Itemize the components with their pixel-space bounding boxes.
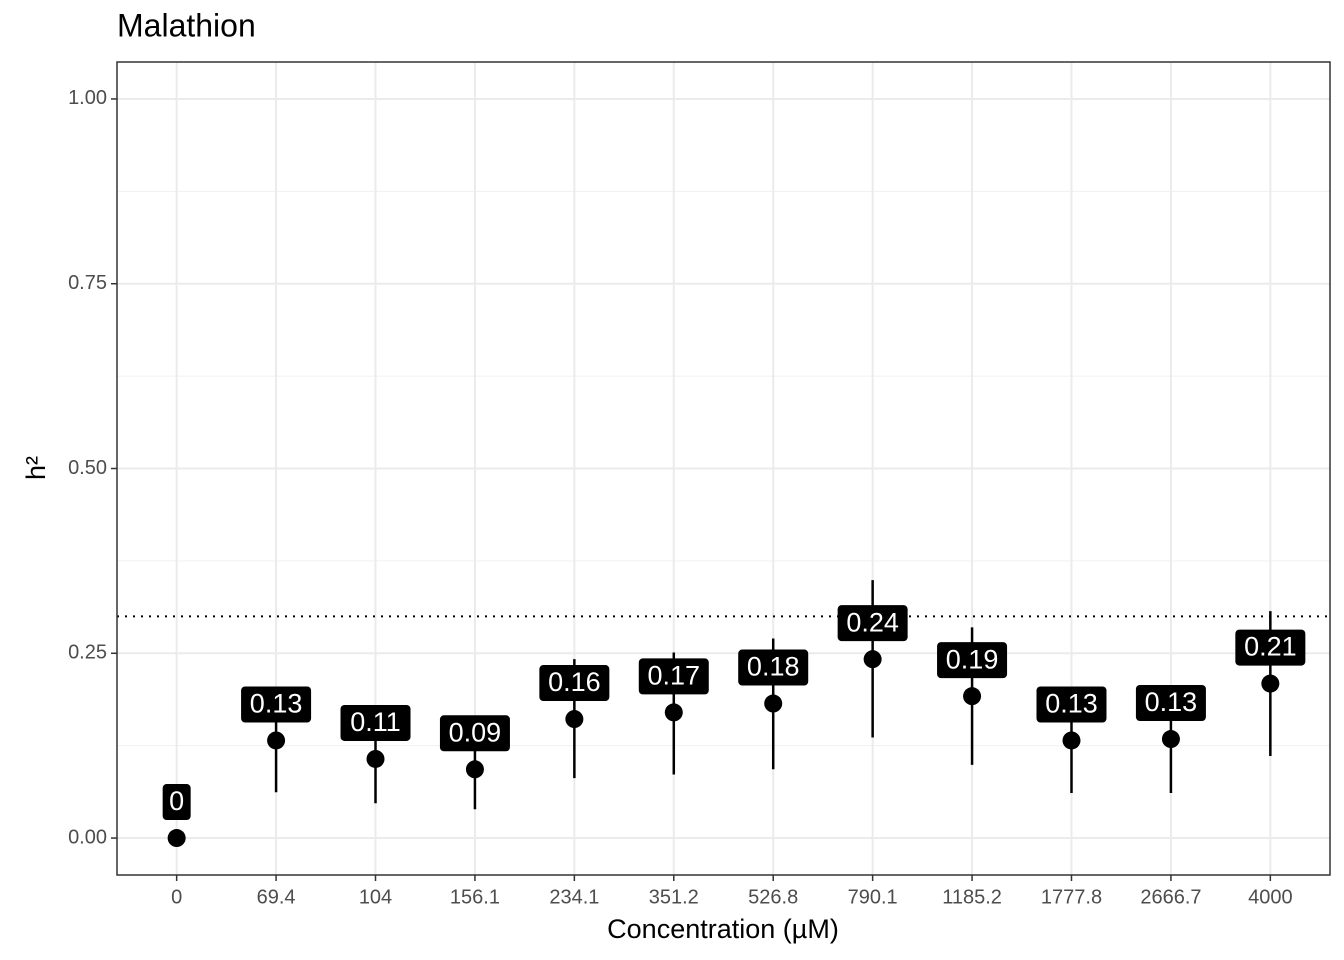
label-box	[837, 605, 908, 642]
label-box	[1135, 685, 1206, 722]
point	[565, 710, 584, 729]
x-axis-title: Concentration (µM)	[607, 914, 839, 944]
point	[764, 694, 783, 713]
x-tick-label: 1777.8	[1041, 886, 1102, 908]
point	[366, 749, 385, 768]
label-box	[738, 649, 809, 686]
point	[167, 829, 186, 848]
label-box	[937, 642, 1008, 679]
label-box	[241, 686, 312, 723]
y-tick-label: 0.00	[68, 826, 107, 848]
point	[664, 703, 683, 722]
data-label: 0.17	[648, 661, 701, 691]
label-box	[162, 784, 191, 821]
y-axis-title: h²	[21, 456, 51, 480]
x-tick-label: 0	[171, 886, 182, 908]
data-label: 0.19	[946, 644, 999, 674]
x-tick-label: 234.1	[549, 886, 599, 908]
y-tick-label: 1.00	[68, 87, 107, 109]
data-label: 0.21	[1244, 632, 1297, 662]
x-tick-label: 69.4	[257, 886, 296, 908]
point	[1261, 674, 1280, 693]
y-tick-label: 0.25	[68, 642, 107, 664]
label-box	[340, 704, 411, 741]
label-box	[1036, 686, 1107, 723]
point	[465, 760, 484, 779]
x-tick-label: 2666.7	[1140, 886, 1201, 908]
plot-area: 0.00 0.25 0.50 0.75 1.00 0 69.4 104 156.1 234.1 35…	[68, 61, 1331, 908]
label-box	[1235, 629, 1306, 666]
point	[267, 731, 286, 750]
x-tick-label: 351.2	[649, 886, 699, 908]
point	[1161, 730, 1180, 749]
x-tick-label: 156.1	[450, 886, 500, 908]
label-box	[439, 715, 510, 752]
x-tick-label: 790.1	[848, 886, 898, 908]
data-label: 0.13	[1145, 687, 1198, 717]
chart-title: Malathion	[117, 7, 256, 43]
data-label: 0.13	[1045, 689, 1098, 719]
data-label: 0.16	[548, 667, 601, 697]
point	[963, 687, 982, 706]
x-tick-label: 526.8	[748, 886, 798, 908]
data-label: 0	[169, 786, 184, 816]
data-label: 0.24	[846, 607, 899, 637]
point	[863, 650, 882, 669]
label-box	[638, 658, 709, 695]
x-tick-label: 4000	[1248, 886, 1293, 908]
data-label: 0.13	[250, 689, 303, 719]
y-tick-label: 0.75	[68, 272, 107, 294]
data-label: 0.18	[747, 652, 800, 682]
x-tick-label: 104	[359, 886, 392, 908]
y-tick-label: 0.50	[68, 457, 107, 479]
x-tick-label: 1185.2	[942, 886, 1002, 908]
label-box	[539, 665, 610, 702]
data-label: 0.09	[449, 717, 502, 747]
point	[1062, 731, 1081, 750]
data-label: 0.11	[350, 707, 401, 737]
panel-border	[116, 61, 1331, 876]
